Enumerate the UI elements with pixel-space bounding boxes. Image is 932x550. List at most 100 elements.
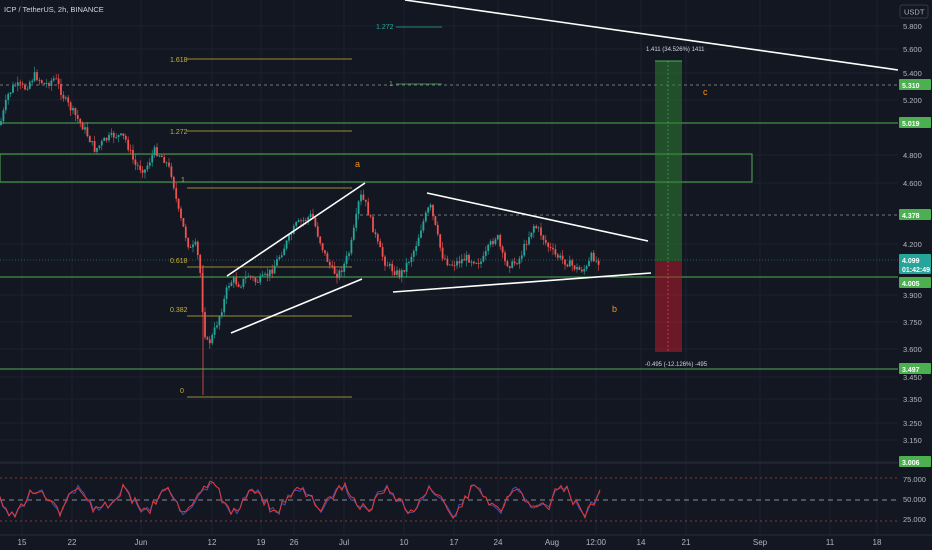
candle-body — [237, 284, 240, 287]
time-label: 26 — [290, 538, 299, 547]
candle-body — [422, 221, 425, 231]
price-tick: 3.750 — [903, 318, 922, 327]
supply-zone-box[interactable] — [0, 153, 753, 183]
time-label: 22 — [68, 538, 77, 547]
candle-body — [369, 215, 372, 217]
rsi-pane[interactable] — [0, 462, 898, 522]
time-axis[interactable]: 15 22 Jun 12 19 26 Jul 10 17 24 Aug 12:00 14 21 Sep 11 1… — [0, 534, 932, 550]
candle-body — [16, 82, 19, 86]
candle-body — [336, 273, 338, 278]
candle-body — [468, 254, 470, 263]
candle-body — [487, 244, 490, 251]
candle-body — [26, 88, 29, 90]
candle-body — [139, 165, 142, 170]
candle-body — [504, 252, 506, 262]
candle-body — [88, 136, 91, 143]
time-label: 18 — [873, 538, 882, 547]
candle-body — [249, 276, 252, 277]
fib-upper-label-1: 1 — [389, 81, 393, 88]
time-label: 12 — [208, 538, 217, 547]
candle-body — [417, 237, 420, 247]
candle-body — [64, 97, 67, 99]
price-tick: 3.600 — [903, 345, 922, 354]
candle-body — [480, 261, 482, 264]
price-axis[interactable]: 5.800 5.600 5.400 5.200 4.800 4.600 4.200 3.900… — [898, 0, 932, 535]
candle-body — [540, 227, 542, 236]
candle-body — [520, 255, 523, 259]
candle-body — [175, 188, 178, 199]
candle-body — [410, 256, 413, 263]
fib-retracement[interactable]: 1.618 1.272 1 0.618 0.382 0 — [170, 57, 352, 398]
candle-body — [74, 108, 77, 116]
candle-body — [187, 237, 190, 248]
wedge-lower-line[interactable] — [230, 278, 363, 334]
candle-body — [439, 234, 442, 248]
candle-body — [295, 222, 298, 226]
candle-body — [31, 80, 34, 83]
target-zone — [655, 61, 682, 261]
candle-body — [448, 264, 451, 266]
candle-body — [333, 266, 336, 274]
fib-label-0382: 0.382 — [170, 307, 188, 314]
candle-body — [158, 155, 161, 157]
candle-body — [254, 277, 257, 283]
long-position-tool[interactable]: 1.411 (34.526%) 1411 -0.495 (-12.126%) -… — [645, 47, 708, 368]
candle-body — [578, 267, 581, 270]
candle-body — [309, 213, 312, 218]
candle-body — [48, 83, 50, 86]
candle-body — [324, 250, 326, 254]
rsi-signal-line — [0, 480, 601, 520]
candle-body — [124, 135, 127, 140]
candle-body — [271, 269, 274, 274]
candle-body — [312, 213, 314, 219]
time-label: 11 — [826, 538, 835, 547]
fib-label-1618: 1.618 — [170, 57, 188, 64]
candle-body — [105, 137, 108, 141]
candle-body — [391, 263, 394, 272]
candle-body — [532, 226, 535, 233]
price-tick: 5.200 — [903, 96, 922, 105]
trendlines[interactable] — [226, 0, 899, 334]
candle-body — [127, 139, 130, 150]
candle-body — [484, 250, 487, 256]
price-badge — [899, 254, 931, 274]
candle-body — [559, 255, 562, 258]
candle-body — [218, 316, 221, 326]
candle-body — [21, 83, 24, 85]
candle-body — [223, 298, 226, 313]
triangle-lower-line[interactable] — [392, 272, 652, 293]
price-badge — [899, 117, 931, 128]
candle-body — [561, 255, 564, 260]
candle-body — [172, 176, 175, 189]
candle-body — [290, 233, 293, 235]
triangle-upper-line[interactable] — [426, 192, 649, 242]
price-badge-label: 4.099 — [902, 258, 920, 265]
candle-body — [12, 85, 14, 93]
candle-body — [588, 260, 590, 266]
candle-body — [424, 212, 427, 222]
candle-body — [206, 337, 209, 340]
rsi-tick: 25.000 — [903, 515, 926, 524]
fib-extension-upper[interactable]: 1.272 1 — [376, 24, 442, 88]
candle-body — [285, 240, 288, 249]
candle-body — [393, 271, 396, 275]
candle-body — [283, 248, 286, 256]
candle-body — [19, 82, 22, 84]
candle-body — [180, 208, 182, 219]
candle-body — [268, 269, 271, 276]
candle-body — [45, 83, 48, 84]
candle-body — [364, 199, 367, 202]
candle-body — [220, 312, 223, 317]
price-badge — [899, 456, 931, 467]
candle-body — [184, 226, 187, 238]
candle-body — [564, 259, 566, 265]
currency-button[interactable]: USDT — [899, 4, 929, 19]
candle-body — [151, 155, 154, 163]
candle-body — [50, 80, 53, 86]
candle-body — [24, 84, 26, 90]
wedge-upper-line[interactable] — [226, 182, 366, 277]
candle-body — [62, 94, 65, 99]
trendline-long-descending[interactable] — [404, 0, 899, 71]
